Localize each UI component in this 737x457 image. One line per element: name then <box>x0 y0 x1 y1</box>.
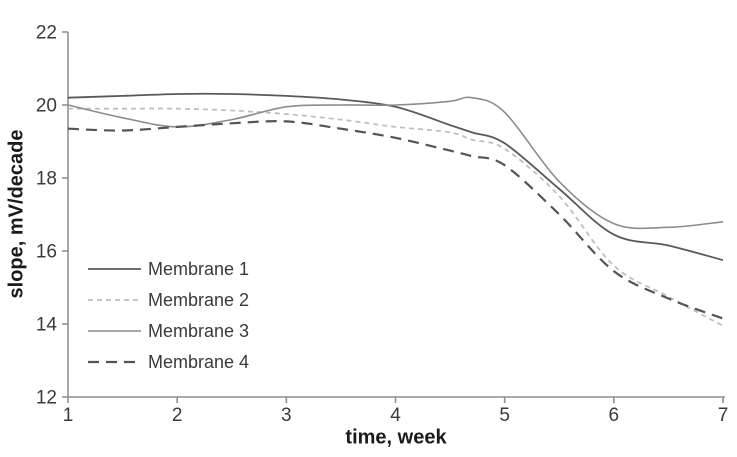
series-line-membrane-4 <box>67 120 724 320</box>
y-axis-title: slope, mV/decade <box>5 129 28 299</box>
x-tick-label-6: 6 <box>609 405 620 426</box>
legend-label-membrane-4: Membrane 4 <box>148 352 249 372</box>
x-tick-label-4: 4 <box>390 405 401 426</box>
legend-label-membrane-2: Membrane 2 <box>148 290 249 310</box>
y-tick-label-22: 22 <box>36 23 57 44</box>
y-tick-label-12: 12 <box>36 388 57 409</box>
series-line-membrane-3 <box>67 96 724 230</box>
y-tick-label-18: 18 <box>36 169 57 190</box>
x-tick-label-2: 2 <box>172 405 183 426</box>
x-tick-label-5: 5 <box>499 405 510 426</box>
x-tick-label-7: 7 <box>718 405 729 426</box>
y-tick-label-14: 14 <box>36 315 58 336</box>
legend-label-membrane-1: Membrane 1 <box>148 259 249 279</box>
legend-label-membrane-3: Membrane 3 <box>148 321 249 341</box>
series-line-membrane-2 <box>68 107 724 327</box>
y-tick-label-20: 20 <box>36 96 57 117</box>
x-tick-label-3: 3 <box>281 405 292 426</box>
x-axis-title: time, week <box>345 426 447 449</box>
x-tick-label-1: 1 <box>63 405 74 426</box>
y-tick-label-16: 16 <box>36 242 57 263</box>
series-line-membrane-1 <box>67 92 724 261</box>
